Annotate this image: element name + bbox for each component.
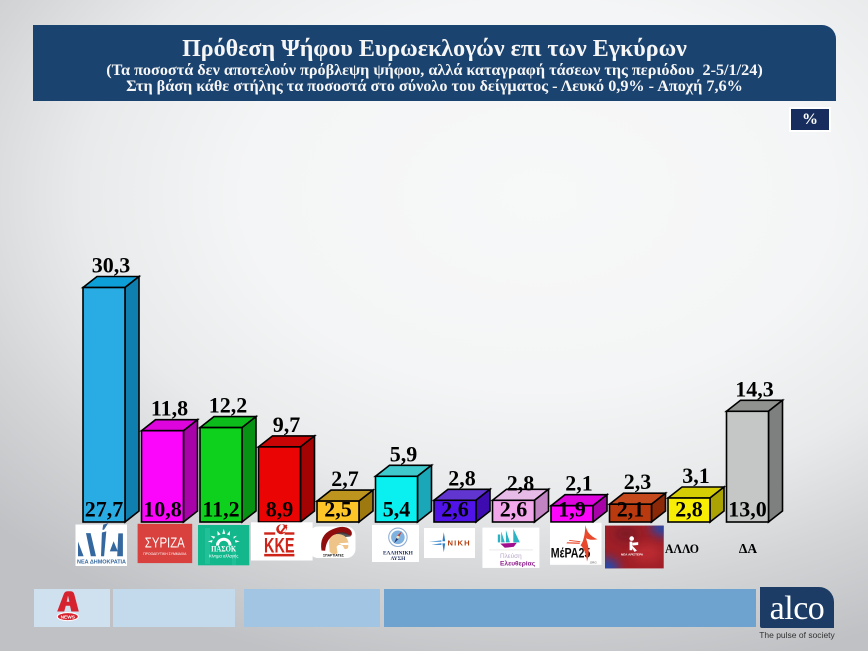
svg-text:2,5: 2,5 — [324, 497, 352, 522]
svg-text:11,8: 11,8 — [151, 396, 188, 421]
svg-text:12,2: 12,2 — [209, 393, 248, 418]
svg-text:2,8: 2,8 — [507, 470, 535, 495]
svg-text:2,8: 2,8 — [675, 497, 703, 522]
svg-text:ΠΡΟΟΔΕΥΤΙΚΗ ΣΥΜΜΑΧΙΑ: ΠΡΟΟΔΕΥΤΙΚΗ ΣΥΜΜΑΧΙΑ — [143, 552, 187, 556]
svg-text:3,1: 3,1 — [682, 463, 710, 488]
svg-text:ΝΕΑ ΑΡΙΣΤΕΡΑ: ΝΕΑ ΑΡΙΣΤΕΡΑ — [621, 552, 644, 556]
svg-text:9,7: 9,7 — [273, 412, 301, 437]
svg-text:ΑΛΛΟ: ΑΛΛΟ — [665, 541, 699, 556]
svg-text:13,0: 13,0 — [728, 497, 767, 522]
svg-text:2,8: 2,8 — [448, 465, 476, 490]
svg-text:ΣΠΑΡΤΙΑΤΕΣ: ΣΠΑΡΤΙΑΤΕΣ — [323, 554, 344, 558]
svg-text:14,3: 14,3 — [735, 376, 774, 401]
svg-text:ΝΙΚΗ: ΝΙΚΗ — [448, 538, 471, 547]
svg-text:NEWS: NEWS — [61, 614, 76, 620]
svg-text:2,3: 2,3 — [624, 469, 652, 494]
svg-text:ΔΑ: ΔΑ — [739, 541, 757, 556]
svg-text:2,1: 2,1 — [565, 471, 593, 496]
svg-text:2,1: 2,1 — [617, 497, 645, 522]
svg-text:2,7: 2,7 — [331, 466, 359, 491]
svg-text:Κίνημα αλλαγής: Κίνημα αλλαγής — [209, 554, 239, 559]
svg-text:.ORG: .ORG — [589, 560, 597, 564]
svg-text:5,9: 5,9 — [390, 441, 418, 466]
svg-text:27,7: 27,7 — [85, 497, 124, 522]
svg-text:8,9: 8,9 — [266, 497, 294, 522]
svg-text:5,4: 5,4 — [383, 497, 411, 522]
svg-text:2,6: 2,6 — [500, 497, 528, 522]
svg-text:Πλεύση: Πλεύση — [500, 552, 522, 560]
svg-text:ΜέΡΑ25: ΜέΡΑ25 — [551, 546, 591, 561]
svg-text:10,8: 10,8 — [143, 497, 182, 522]
svg-text:ΛΥΣΗ: ΛΥΣΗ — [391, 556, 407, 562]
svg-text:30,3: 30,3 — [92, 253, 131, 278]
svg-text:11,2: 11,2 — [202, 497, 239, 522]
svg-text:2,6: 2,6 — [441, 497, 469, 522]
svg-text:ΠΑΣΟΚ: ΠΑΣΟΚ — [211, 545, 237, 554]
svg-text:ΣΥΡΙΖΑ: ΣΥΡΙΖΑ — [145, 535, 185, 552]
svg-text:ΝΕΑ ΔΗΜΟΚΡΑΤΙΑ: ΝΕΑ ΔΗΜΟΚΡΑΤΙΑ — [77, 559, 126, 565]
svg-text:ΕΛΛΗΝΙΚΗ: ΕΛΛΗΝΙΚΗ — [383, 551, 414, 557]
svg-text:1,9: 1,9 — [558, 497, 586, 522]
svg-text:Ελευθερίας: Ελευθερίας — [500, 560, 536, 568]
svg-text:ΚΚΕ: ΚΚΕ — [264, 535, 295, 558]
